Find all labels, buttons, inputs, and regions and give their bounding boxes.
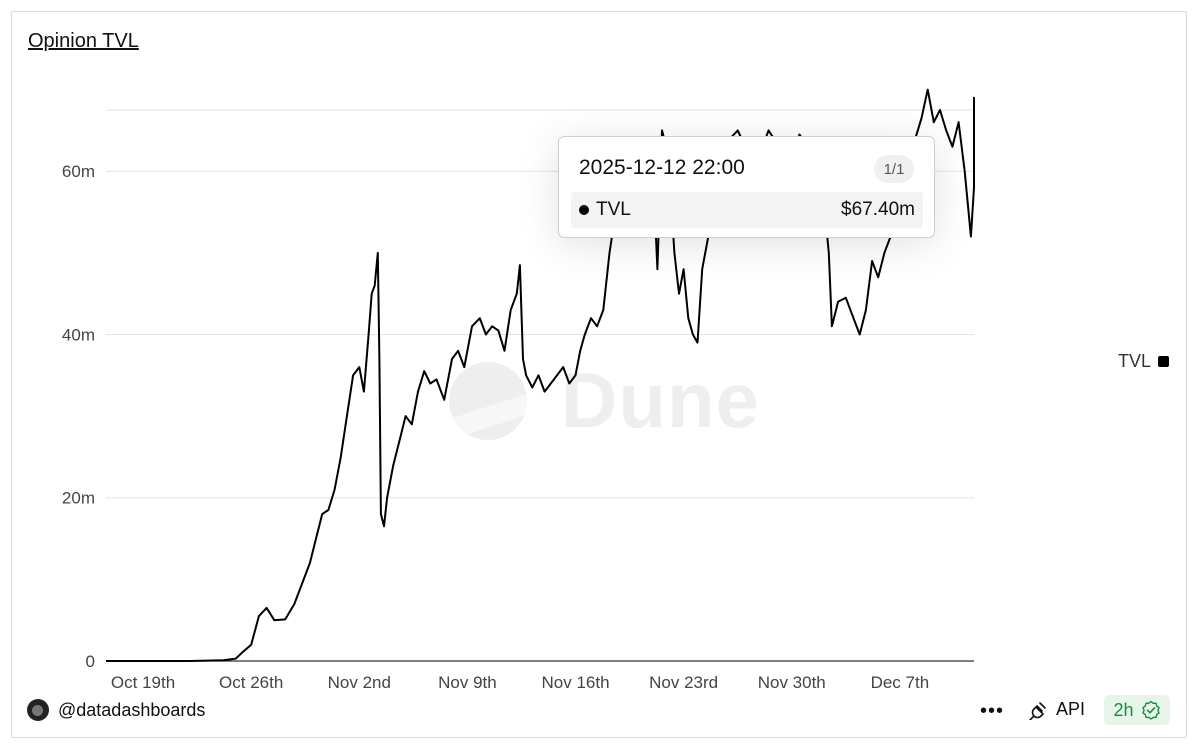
x-axis-ticks: Oct 19th Oct 26th Nov 2nd Nov 9th Nov 16th No…: [111, 673, 929, 692]
verified-check-icon: [1141, 700, 1160, 720]
x-tick-label: Nov 16th: [541, 673, 609, 692]
tooltip-count: 1/1: [874, 155, 914, 183]
x-tick-label: Nov 2nd: [328, 673, 391, 692]
x-tick-label: Nov 23rd: [649, 673, 718, 692]
grid-lines: [106, 109, 974, 499]
y-tick-label: 40m: [62, 325, 95, 344]
hover-tooltip: 2025-12-12 22:00 1/1 TVL $67.40m: [558, 136, 935, 238]
y-axis-ticks: 0 20m 40m 60m: [62, 162, 95, 671]
x-tick-label: Oct 26th: [219, 673, 283, 692]
y-tick-label: 60m: [62, 162, 95, 181]
plug-icon: [1029, 701, 1046, 720]
series-dot-icon: [579, 205, 589, 215]
tooltip-series-row: TVL $67.40m: [571, 192, 923, 228]
tooltip-series-value: $67.40m: [841, 199, 915, 220]
chart-card: [11, 11, 1187, 738]
freshness-label: 2h: [1113, 699, 1134, 720]
author-link[interactable]: @datadashboards: [27, 699, 205, 721]
y-tick-label: 20m: [62, 489, 95, 508]
tooltip-date: 2025-12-12 22:00: [579, 156, 745, 179]
author-username: @datadashboards: [58, 699, 206, 720]
api-button[interactable]: API: [1028, 699, 1085, 720]
series-line-tvl: [106, 88, 975, 662]
y-tick-label: 0: [86, 652, 95, 671]
avatar: [27, 699, 49, 721]
x-tick-label: Oct 19th: [111, 673, 175, 692]
legend-item-tvl[interactable]: TVL: [1118, 351, 1170, 372]
legend-label: TVL: [1118, 351, 1152, 371]
x-tick-label: Nov 9th: [438, 673, 497, 692]
chart-title[interactable]: Opinion TVL: [28, 30, 139, 52]
tooltip-series-name: TVL: [596, 199, 631, 220]
more-options-button[interactable]: •••: [980, 700, 1005, 722]
x-tick-label: Nov 30th: [758, 673, 826, 692]
freshness-badge[interactable]: 2h: [1104, 695, 1170, 725]
legend-swatch: [1158, 356, 1170, 367]
x-tick-label: Dec 7th: [871, 673, 930, 692]
api-label: API: [1056, 699, 1086, 719]
